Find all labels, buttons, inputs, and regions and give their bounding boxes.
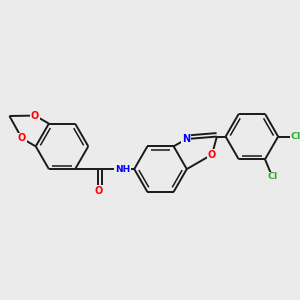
Text: O: O [31,111,39,121]
Text: N: N [182,134,190,144]
Text: Cl: Cl [267,172,278,181]
Text: O: O [94,186,103,196]
Text: Cl: Cl [290,132,300,141]
Text: O: O [18,133,26,143]
Text: O: O [208,149,216,160]
Text: NH: NH [115,165,130,174]
